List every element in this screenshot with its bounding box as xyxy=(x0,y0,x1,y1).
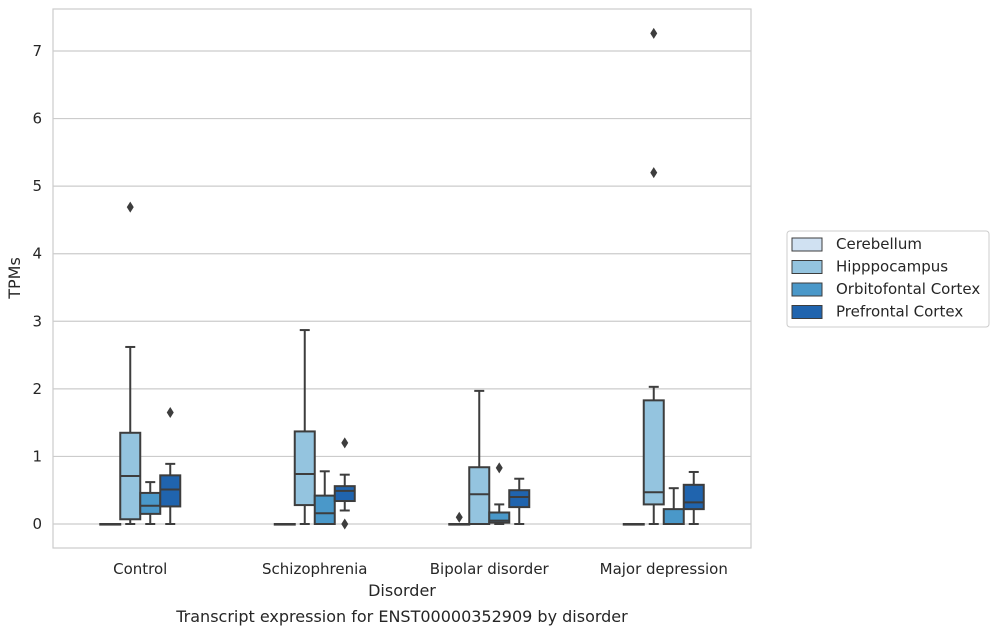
iqr-box xyxy=(139,491,162,515)
legend-swatch xyxy=(791,237,823,252)
legend-label: Cerebellum xyxy=(836,235,922,253)
box-cerebellum-schizophrenia xyxy=(273,523,296,526)
box-prefrontal-cortex-schizophrenia xyxy=(333,437,356,530)
x-tick-label: Bipolar disorder xyxy=(430,560,550,578)
legend-label: Prefrontal Cortex xyxy=(836,303,963,321)
outlier-point xyxy=(166,407,174,419)
outlier-point xyxy=(650,27,658,39)
outlier-point xyxy=(495,462,503,474)
plot-area xyxy=(52,8,752,549)
iqr-box xyxy=(682,483,705,511)
x-tick-label: Schizophrenia xyxy=(262,560,367,578)
box-hipppocampus-major-depression xyxy=(642,27,665,525)
y-tick-label: 5 xyxy=(32,177,42,195)
x-tick-labels: Control Schizophrenia Bipolar disorder Majo… xyxy=(113,560,728,578)
iqr-box xyxy=(293,430,316,507)
box-hipppocampus-bipolar-disorder xyxy=(468,389,491,525)
x-tick-label: Control xyxy=(113,560,167,578)
legend-item-orbitofontal-cortex: Orbitofontal Cortex xyxy=(791,280,980,298)
iqr-box xyxy=(313,494,336,525)
outlier-point xyxy=(455,511,463,523)
y-tick-labels: 0 1 2 3 4 5 6 7 xyxy=(32,42,42,533)
y-tick-label: 0 xyxy=(32,515,42,533)
y-axis-label: TPMs xyxy=(5,257,24,300)
box-orbitofontal-cortex-major-depression xyxy=(662,487,685,525)
legend: Cerebellum Hipppocampus Orbitofontal Corte… xyxy=(786,230,990,328)
box-orbitofontal-cortex-bipolar-disorder xyxy=(488,462,511,525)
y-tick-label: 7 xyxy=(32,42,42,60)
iqr-box xyxy=(662,508,685,525)
box-prefrontal-cortex-major-depression xyxy=(682,470,705,525)
x-tick-label: Major depression xyxy=(600,560,728,578)
chart-caption: Transcript expression for ENST0000035290… xyxy=(175,607,628,626)
x-axis-label: Disorder xyxy=(368,581,436,600)
legend-label: Orbitofontal Cortex xyxy=(836,280,980,298)
iqr-box xyxy=(468,466,491,525)
y-tick-label: 2 xyxy=(32,380,42,398)
iqr-box xyxy=(159,474,182,508)
y-tick-label: 3 xyxy=(32,312,42,330)
box-hipppocampus-schizophrenia xyxy=(293,329,316,525)
box-hipppocampus-control xyxy=(119,201,142,525)
iqr-box xyxy=(488,511,511,524)
outlier-point xyxy=(341,518,349,530)
outlier-point xyxy=(650,167,658,179)
box-orbitofontal-cortex-control xyxy=(139,481,162,525)
legend-item-prefrontal-cortex: Prefrontal Cortex xyxy=(791,303,963,321)
outlier-point xyxy=(341,437,349,449)
legend-swatch xyxy=(791,305,823,319)
legend-swatch xyxy=(791,260,823,274)
y-tick-label: 6 xyxy=(32,110,42,128)
legend-frame xyxy=(786,230,990,328)
iqr-box xyxy=(508,489,531,509)
legend-label: Hipppocampus xyxy=(836,258,948,276)
y-tick-label: 4 xyxy=(32,245,42,263)
box-cerebellum-major-depression xyxy=(622,523,645,526)
legend-items: Cerebellum Hipppocampus Orbitofontal Corte… xyxy=(791,235,980,321)
iqr-box xyxy=(333,485,356,503)
legend-item-cerebellum: Cerebellum xyxy=(791,235,922,253)
legend-item-hipppocampus: Hipppocampus xyxy=(791,258,948,276)
iqr-box xyxy=(642,399,665,506)
box-prefrontal-cortex-bipolar-disorder xyxy=(508,477,531,525)
box-prefrontal-cortex-control xyxy=(159,407,182,525)
legend-swatch xyxy=(791,282,823,297)
y-tick-label: 1 xyxy=(32,447,42,465)
box-cerebellum-control xyxy=(99,523,122,526)
outlier-point xyxy=(126,201,134,213)
box-orbitofontal-cortex-schizophrenia xyxy=(313,470,336,525)
boxes-layer xyxy=(99,27,705,530)
